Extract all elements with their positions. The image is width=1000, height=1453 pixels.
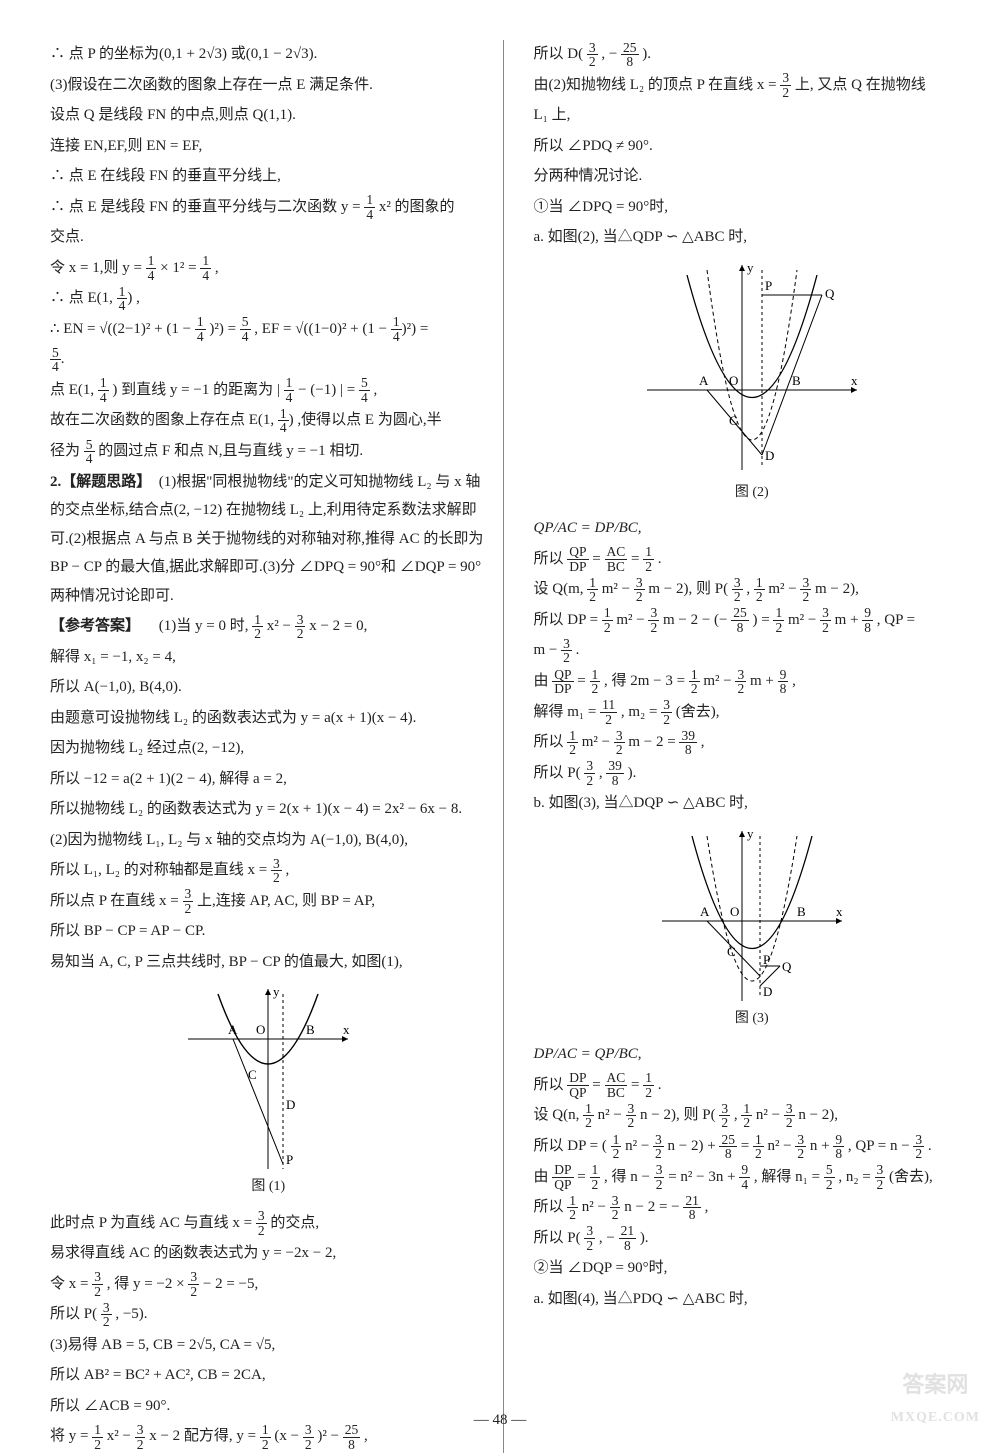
svg-text:O: O <box>729 373 738 388</box>
figure-3-caption: 图 (3) <box>534 1006 971 1033</box>
two-column-layout: ∴ 点 P 的坐标为(0,1 + 2√3) 或(0,1 − 2√3). (3)假… <box>50 40 970 1453</box>
text-line: 设点 Q 是线段 FN 的中点,则点 Q(1,1). <box>50 101 487 130</box>
text-line: ∴ 点 E 是线段 FN 的垂直平分线与二次函数 y = 14 x² 的图象的 <box>50 193 487 222</box>
problem-2-answer: 【参考答案】 (1)当 y = 0 时, 12 x² − 32 x − 2 = … <box>50 612 487 641</box>
text-line: 设 Q(m, 12 m² − 32 m − 2), 则 P( 32 , 12 m… <box>534 575 971 604</box>
svg-text:A: A <box>699 373 709 388</box>
text-line: m − 32 . <box>534 636 971 665</box>
text-line: 所以 L₁, L₂ 的对称轴都是直线 x = 32 , <box>50 856 487 885</box>
text-line: 所以 BP − CP = AP − CP. <box>50 917 487 946</box>
text-line: 所以点 P 在直线 x = 32 上,连接 AP, AC, 则 BP = AP, <box>50 887 487 916</box>
figure-1-caption: 图 (1) <box>50 1174 487 1201</box>
right-column: 所以 D( 32 , − 258 ). 由(2)知抛物线 L₂ 的顶点 P 在直… <box>534 40 971 1453</box>
text-line: 所以 P( 32 , −5). <box>50 1300 487 1329</box>
text-line: 由(2)知抛物线 L₂ 的顶点 P 在直线 x = 32 上, 又点 Q 在抛物… <box>534 71 971 100</box>
svg-text:Q: Q <box>825 286 835 301</box>
text-line: 所以 12 m² − 32 m − 2 = 398 , <box>534 728 971 757</box>
strategy-label: 2.【解题思路】 <box>50 474 144 490</box>
svg-text:Q: Q <box>782 959 792 974</box>
svg-text:D: D <box>763 984 772 999</box>
text-line: 由题意可设抛物线 L₂ 的函数表达式为 y = a(x + 1)(x − 4). <box>50 704 487 733</box>
text-line: 解得 x₁ = −1, x₂ = 4, <box>50 643 487 672</box>
svg-text:P: P <box>286 1152 293 1167</box>
text-line: 54. <box>50 345 487 374</box>
text-line: ②当 ∠DQP = 90°时, <box>534 1254 971 1283</box>
text-line: 所以 AB² = BC² + AC², CB = 2CA, <box>50 1361 487 1390</box>
text-line: b. 如图(3), 当△DQP ∽ △ABC 时, <box>534 789 971 818</box>
text-line: ∴ EN = √((2−1)² + (1 − 14 )²) = 54 , EF … <box>50 315 487 344</box>
svg-text:x: x <box>836 904 843 919</box>
text-line: 交点. <box>50 223 487 252</box>
text-line: 所以抛物线 L₂ 的函数表达式为 y = 2(x + 1)(x − 4) = 2… <box>50 795 487 824</box>
svg-text:y: y <box>273 984 280 999</box>
text-line: (3)易得 AB = 5, CB = 2√5, CA = √5, <box>50 1331 487 1360</box>
text-line: 所以 QPDP = ACBC = 12 . <box>534 545 971 574</box>
text-line: 故在二次函数的图象上存在点 E(1, 14) ,使得以点 E 为圆心,半 <box>50 406 487 435</box>
text-line: 所以 ∠PDQ ≠ 90°. <box>534 132 971 161</box>
text-line: a. 如图(2), 当△QDP ∽ △ABC 时, <box>534 223 971 252</box>
svg-text:P: P <box>765 278 772 293</box>
svg-text:C: C <box>727 944 736 959</box>
text-line: 设 Q(n, 12 n² − 32 n − 2), 则 P( 32 , 12 n… <box>534 1101 971 1130</box>
answer-label: 【参考答案】 <box>50 618 140 634</box>
svg-text:B: B <box>306 1022 315 1037</box>
text-line: 所以 D( 32 , − 258 ). <box>534 40 971 69</box>
page-number: — 48 — <box>0 1406 1000 1435</box>
svg-text:C: C <box>729 413 738 428</box>
text-line: 连接 EN,EF,则 EN = EF, <box>50 132 487 161</box>
figure-2: A O B C D P Q x y 图 (2) <box>534 260 971 507</box>
text-line: QP/AC = DP/BC, <box>534 514 971 543</box>
text-line: 由 QPDP = 12 , 得 2m − 3 = 12 m² − 32 m + … <box>534 667 971 696</box>
text-line: 令 x = 1,则 y = 14 × 1² = 14 , <box>50 254 487 283</box>
text-line: ①当 ∠DPQ = 90°时, <box>534 193 971 222</box>
svg-text:y: y <box>747 260 754 275</box>
text-line: 径为 54 的圆过点 F 和点 N,且与直线 y = −1 相切. <box>50 437 487 466</box>
left-column: ∴ 点 P 的坐标为(0,1 + 2√3) 或(0,1 − 2√3). (3)假… <box>50 40 504 1453</box>
svg-text:C: C <box>248 1067 257 1082</box>
svg-text:D: D <box>286 1097 295 1112</box>
text-line: 易求得直线 AC 的函数表达式为 y = −2x − 2, <box>50 1239 487 1268</box>
svg-text:P: P <box>763 952 770 967</box>
text-line: 所以 DPQP = ACBC = 12 . <box>534 1071 971 1100</box>
svg-text:x: x <box>343 1022 350 1037</box>
text-line: DP/AC = QP/BC, <box>534 1040 971 1069</box>
text-line: L₁ 上, <box>534 101 971 130</box>
svg-text:A: A <box>228 1022 238 1037</box>
text-line: 解得 m₁ = 112 , m₂ = 32 (舍去), <box>534 698 971 727</box>
text-line: 所以 DP = 12 m² − 32 m − 2 − (− 258 ) = 12… <box>534 606 971 635</box>
text-line: 由 DPQP = 12 , 得 n − 32 = n² − 3n + 94 , … <box>534 1163 971 1192</box>
text-line: a. 如图(4), 当△PDQ ∽ △ABC 时, <box>534 1285 971 1314</box>
text-line: ∴ 点 E 在线段 FN 的垂直平分线上, <box>50 162 487 191</box>
text-line: 令 x = 32 , 得 y = −2 × 32 − 2 = −5, <box>50 1270 487 1299</box>
svg-text:O: O <box>730 904 739 919</box>
svg-text:O: O <box>256 1022 265 1037</box>
text-line: 点 E(1, 14 ) 到直线 y = −1 的距离为 | 14 − (−1) … <box>50 376 487 405</box>
figure-2-caption: 图 (2) <box>534 480 971 507</box>
text-line: 所以 P( 32 , − 218 ). <box>534 1224 971 1253</box>
figure-1: A O B C D P x y 图 (1) <box>50 984 487 1201</box>
text-line: (2)因为抛物线 L₁, L₂ 与 x 轴的交点均为 A(−1,0), B(4,… <box>50 826 487 855</box>
figure-3: A O B C D P Q x y 图 (3) <box>534 826 971 1033</box>
text-line: 因为抛物线 L₂ 经过点(2, −12), <box>50 734 487 763</box>
text-line: 所以 P( 32 , 398 ). <box>534 759 971 788</box>
text-line: 所以 12 n² − 32 n − 2 = − 218 , <box>534 1193 971 1222</box>
text-line: 所以 A(−1,0), B(4,0). <box>50 673 487 702</box>
svg-text:D: D <box>765 448 774 463</box>
svg-text:x: x <box>851 373 858 388</box>
svg-text:A: A <box>700 904 710 919</box>
svg-text:y: y <box>747 826 754 841</box>
text-line: (3)假设在二次函数的图象上存在一点 E 满足条件. <box>50 71 487 100</box>
problem-2-strategy: 2.【解题思路】 (1)根据"同根抛物线"的定义可知抛物线 L₂ 与 x 轴的交… <box>50 468 487 611</box>
text-line: 此时点 P 为直线 AC 与直线 x = 32 的交点, <box>50 1209 487 1238</box>
text-line: 易知当 A, C, P 三点共线时, BP − CP 的值最大, 如图(1), <box>50 948 487 977</box>
text-line: ∴ 点 E(1, 14) , <box>50 284 487 313</box>
text-line: 所以 DP = ( 12 n² − 32 n − 2) + 258 = 12 n… <box>534 1132 971 1161</box>
svg-text:B: B <box>797 904 806 919</box>
text-line: 所以 −12 = a(2 + 1)(2 − 4), 解得 a = 2, <box>50 765 487 794</box>
text-line: ∴ 点 P 的坐标为(0,1 + 2√3) 或(0,1 − 2√3). <box>50 40 487 69</box>
svg-text:B: B <box>792 373 801 388</box>
text-line: 分两种情况讨论. <box>534 162 971 191</box>
